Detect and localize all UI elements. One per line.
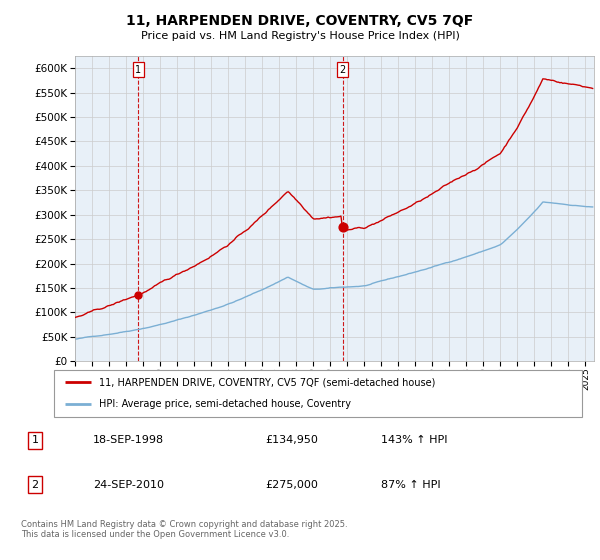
Text: 2: 2 bbox=[340, 65, 346, 74]
Text: HPI: Average price, semi-detached house, Coventry: HPI: Average price, semi-detached house,… bbox=[99, 399, 351, 409]
Text: 1: 1 bbox=[32, 435, 38, 445]
Text: 1: 1 bbox=[135, 65, 142, 74]
Text: Price paid vs. HM Land Registry's House Price Index (HPI): Price paid vs. HM Land Registry's House … bbox=[140, 31, 460, 41]
Text: 143% ↑ HPI: 143% ↑ HPI bbox=[380, 435, 447, 445]
Text: £134,950: £134,950 bbox=[265, 435, 319, 445]
Text: 18-SEP-1998: 18-SEP-1998 bbox=[92, 435, 164, 445]
Text: £275,000: £275,000 bbox=[265, 480, 319, 489]
Text: 2: 2 bbox=[31, 480, 38, 489]
Text: 11, HARPENDEN DRIVE, COVENTRY, CV5 7QF: 11, HARPENDEN DRIVE, COVENTRY, CV5 7QF bbox=[127, 14, 473, 28]
Text: 11, HARPENDEN DRIVE, COVENTRY, CV5 7QF (semi-detached house): 11, HARPENDEN DRIVE, COVENTRY, CV5 7QF (… bbox=[99, 377, 435, 388]
Text: 24-SEP-2010: 24-SEP-2010 bbox=[92, 480, 164, 489]
Point bbox=[338, 222, 347, 231]
Text: Contains HM Land Registry data © Crown copyright and database right 2025.
This d: Contains HM Land Registry data © Crown c… bbox=[21, 520, 347, 539]
FancyBboxPatch shape bbox=[54, 370, 582, 417]
Text: 87% ↑ HPI: 87% ↑ HPI bbox=[380, 480, 440, 489]
Point bbox=[134, 291, 143, 300]
